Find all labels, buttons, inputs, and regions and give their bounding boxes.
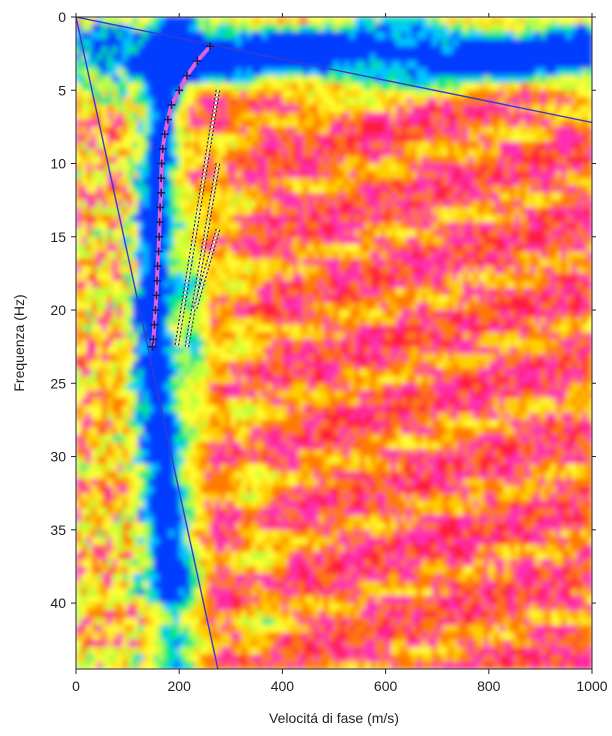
y-tick-label: 10	[50, 156, 66, 172]
y-tick-label: 40	[50, 595, 66, 611]
y-tick-label: 25	[50, 375, 66, 391]
x-tick-label: 400	[271, 678, 295, 694]
x-axis-label: Velocitá di fase (m/s)	[269, 710, 399, 726]
y-tick-label: 5	[58, 82, 66, 98]
x-tick-label: 200	[168, 678, 192, 694]
y-tick-label: 35	[50, 522, 66, 538]
x-tick-label: 600	[374, 678, 398, 694]
x-tick-label: 1000	[576, 678, 607, 694]
x-tick-label: 800	[477, 678, 501, 694]
y-tick-label: 15	[50, 229, 66, 245]
y-tick-label: 20	[50, 302, 66, 318]
y-axis-label: Frequenza (Hz)	[11, 294, 27, 391]
y-tick-label: 30	[50, 449, 66, 465]
x-tick-label: 0	[72, 678, 80, 694]
y-tick-label: 0	[58, 9, 66, 25]
